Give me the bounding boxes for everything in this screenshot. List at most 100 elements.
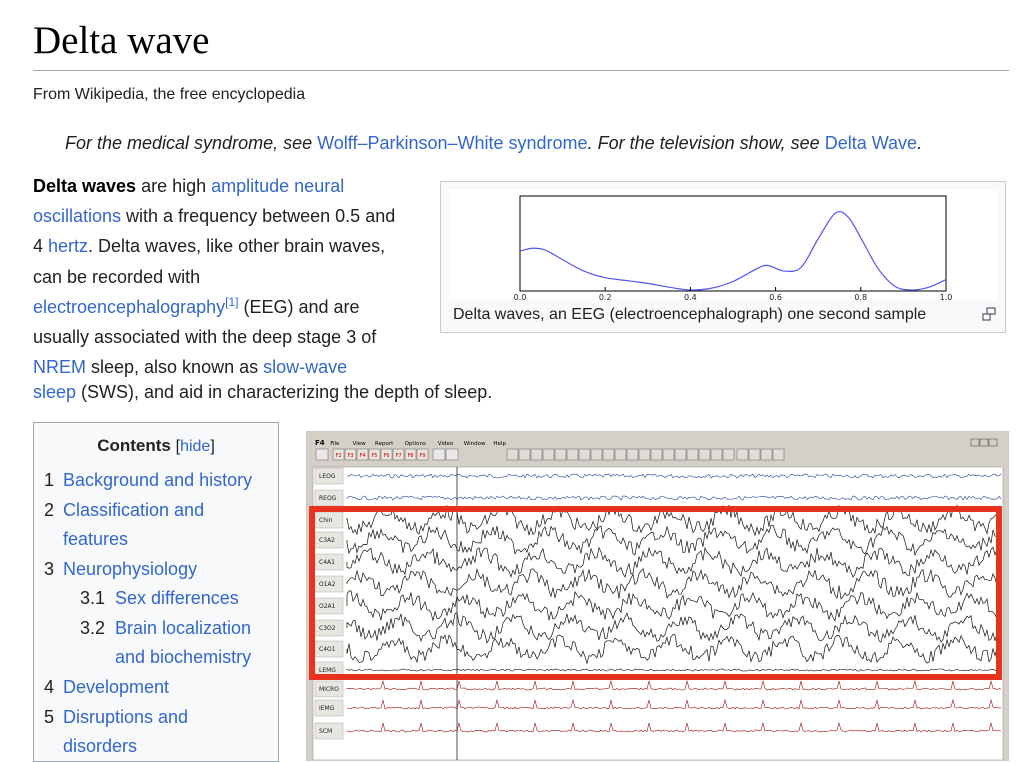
eeg-channel-trace bbox=[346, 590, 1002, 622]
amplitude-neural-oscillations-link[interactable]: amplitude neural oscillations bbox=[33, 176, 345, 227]
slow-wave-link-part2[interactable]: sleep bbox=[33, 382, 77, 402]
toc-hide-link[interactable]: hide bbox=[180, 438, 211, 455]
eeg-toolbar-button[interactable] bbox=[638, 448, 651, 461]
eeg-toolbar-button[interactable] bbox=[404, 448, 417, 461]
toc-label[interactable]: Neurophysiology bbox=[63, 559, 198, 579]
reference-1-link[interactable]: [1] bbox=[225, 294, 239, 309]
eeg-toolbar-button[interactable] bbox=[506, 448, 519, 461]
eeg-menu-item[interactable]: Options bbox=[405, 441, 426, 447]
eeg-toolbar-button[interactable] bbox=[368, 448, 381, 461]
eeg-menu-item[interactable]: Window bbox=[464, 441, 486, 447]
eeg-toolbar-button[interactable] bbox=[380, 448, 393, 461]
toc-label-line2[interactable]: features bbox=[63, 529, 129, 549]
electroencephalography-link[interactable]: electroencephalography bbox=[33, 296, 226, 317]
eeg-toolbar-button[interactable] bbox=[736, 448, 749, 461]
eeg-toolbar-button[interactable] bbox=[602, 448, 615, 461]
toc-label[interactable]: Background and history bbox=[63, 470, 253, 490]
eeg-toolbar-button[interactable] bbox=[626, 448, 639, 461]
intro-text-4: (EEG) and are usually associated with th… bbox=[33, 296, 377, 348]
eeg-toolbar-button[interactable] bbox=[760, 448, 773, 461]
eeg-channel-trace bbox=[346, 612, 1002, 644]
hertz-link[interactable]: hertz bbox=[48, 236, 89, 257]
eeg-toolbar-button[interactable] bbox=[674, 448, 687, 461]
bold-term: Delta waves bbox=[33, 176, 137, 196]
tagline: From Wikipedia, the free encyclopedia bbox=[33, 86, 306, 103]
eeg-toolbar-button[interactable] bbox=[710, 448, 723, 461]
title-divider bbox=[33, 70, 1009, 71]
eeg-toolbar-button[interactable] bbox=[542, 448, 555, 461]
hatnote-prefix: For the medical syndrome, see bbox=[65, 133, 318, 153]
eeg-menu-item[interactable]: View bbox=[353, 441, 367, 447]
eeg-toolbar-button[interactable] bbox=[578, 448, 591, 461]
eeg-toolbar-button[interactable] bbox=[416, 448, 429, 461]
toc-label[interactable]: Disruptions and bbox=[63, 707, 189, 727]
eeg-channel-label-box bbox=[314, 699, 344, 717]
x-tick-label: 0.4 bbox=[684, 293, 697, 300]
enlarge-icon[interactable] bbox=[981, 306, 997, 322]
eeg-channel-label: Chin bbox=[319, 517, 333, 524]
eeg-toolbar-button[interactable] bbox=[356, 448, 369, 461]
eeg-channel-labels: LEOG REOG Chin C3A2 C4A1 O1A2 O2A1 C3O2 C4O1 LEMG… bbox=[314, 467, 344, 740]
eeg-highlight-box bbox=[309, 506, 1002, 680]
eeg-channel-label-box bbox=[314, 680, 344, 698]
x-tick-label: 0.2 bbox=[599, 293, 612, 300]
eeg-channel-label: C4A1 bbox=[319, 559, 335, 566]
x-tick-label: 0.6 bbox=[769, 293, 782, 300]
eeg-toolbar-button[interactable] bbox=[698, 448, 711, 461]
eeg-toolbar-button[interactable] bbox=[722, 448, 735, 461]
intro-text-5: sleep, also known as bbox=[86, 357, 264, 378]
toc-number: 3.1 bbox=[80, 588, 106, 608]
toc-label[interactable]: Sex differences bbox=[115, 588, 239, 608]
plot-frame bbox=[519, 195, 947, 292]
eeg-toolbar-button[interactable] bbox=[518, 448, 531, 461]
eeg-menu-item[interactable]: F4 bbox=[315, 439, 325, 447]
eeg-toolbar-button[interactable] bbox=[650, 448, 663, 461]
wpw-syndrome-link[interactable]: Wolff–Parkinson–White syndrome bbox=[317, 133, 588, 153]
eeg-menubar bbox=[313, 438, 1003, 446]
eeg-toolbar-button[interactable] bbox=[748, 448, 761, 461]
toc-label[interactable]: Classification and bbox=[63, 500, 205, 520]
toc-label[interactable]: Development bbox=[63, 677, 170, 697]
eeg-toolbar-button[interactable] bbox=[554, 448, 567, 461]
eeg-toolbar-button[interactable] bbox=[772, 448, 785, 461]
eeg-toolbar-button[interactable] bbox=[662, 448, 675, 461]
eeg-menu-item[interactable]: Video bbox=[438, 441, 454, 447]
eeg-menu-item[interactable]: File bbox=[330, 441, 340, 447]
eeg-toolbar-button[interactable] bbox=[445, 448, 459, 461]
toc-label[interactable]: Brain localization bbox=[115, 618, 252, 638]
eeg-toolbar-button[interactable] bbox=[332, 448, 345, 461]
eeg-toolbar-button[interactable] bbox=[392, 448, 405, 461]
eeg-channel-trace bbox=[346, 721, 1002, 733]
eeg-toolbar-button[interactable] bbox=[530, 448, 543, 461]
eeg-toolbar-label: F9 bbox=[419, 453, 425, 459]
eeg-recording-image[interactable]: F4 File View Report Options Video Window Help F… bbox=[306, 431, 1009, 761]
intro-text-2: with a frequency between 0.5 and 4 bbox=[33, 206, 396, 257]
eeg-toolbar-label: F8 bbox=[407, 453, 413, 459]
delta-wave-tv-link[interactable]: Delta Wave bbox=[824, 133, 918, 153]
eeg-channel-label: REOG bbox=[319, 495, 337, 502]
eeg-toolbar-button[interactable] bbox=[315, 448, 329, 461]
eeg-menu-item[interactable]: Report bbox=[375, 441, 394, 447]
eeg-toolbar-button[interactable] bbox=[590, 448, 603, 461]
toc-number: 1 bbox=[44, 470, 55, 490]
eeg-screenshot: F4 File View Report Options Video Window Help F… bbox=[307, 432, 1008, 760]
page-title: Delta wave bbox=[33, 19, 210, 62]
nrem-link[interactable]: NREM bbox=[33, 357, 86, 378]
eeg-channel-label: MICRO bbox=[319, 686, 339, 693]
eeg-toolbar-label: F3 bbox=[347, 453, 353, 459]
eeg-toolbar-button[interactable] bbox=[686, 448, 699, 461]
eeg-toolbar-button[interactable] bbox=[432, 448, 446, 461]
eeg-toolbar-button[interactable] bbox=[344, 448, 357, 461]
slow-wave-link-part1[interactable]: slow-wave bbox=[263, 357, 348, 378]
toc-hide-bracket-close: ] bbox=[210, 438, 215, 455]
eeg-channel-trace bbox=[346, 495, 1002, 501]
eeg-menu-item[interactable]: Help bbox=[493, 441, 506, 447]
eeg-toolbar-label: F2 bbox=[335, 453, 341, 459]
toc-label-line2[interactable]: and biochemistry bbox=[115, 647, 252, 667]
eeg-toolbar-label: F6 bbox=[383, 453, 389, 459]
delta-wave-chart[interactable]: 0.0 0.2 0.4 0.6 0.8 1.0 bbox=[449, 190, 997, 300]
toc-label-line2[interactable]: disorders bbox=[63, 736, 138, 756]
eeg-toolbar-button[interactable] bbox=[566, 448, 579, 461]
eeg-toolbar-button[interactable] bbox=[614, 448, 627, 461]
eeg-toolbar-label: F4 bbox=[359, 453, 365, 459]
